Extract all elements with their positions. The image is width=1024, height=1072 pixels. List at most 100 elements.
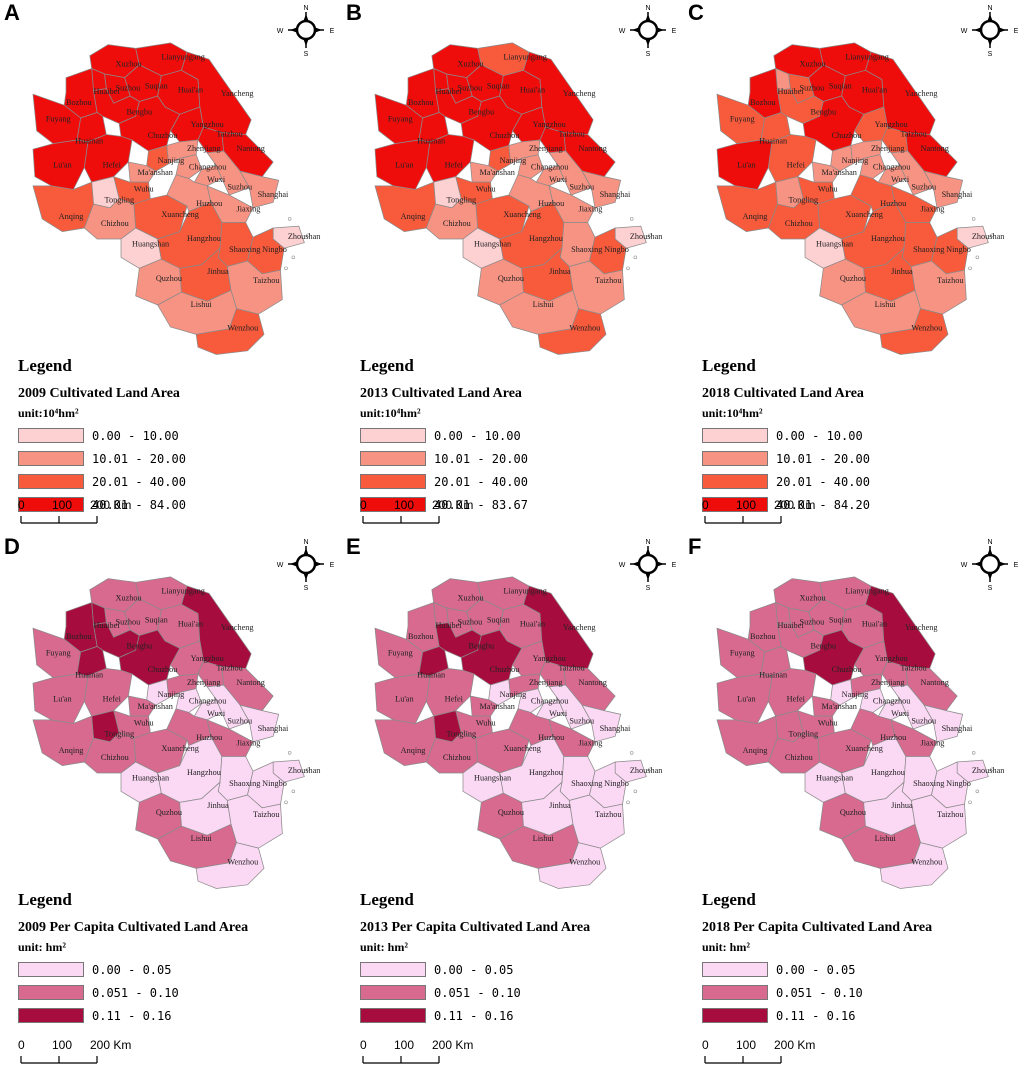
region-label: Shanghai bbox=[942, 190, 973, 199]
legend-range: 0.00 - 10.00 bbox=[776, 428, 863, 443]
legend-title: Legend bbox=[702, 890, 756, 909]
region-label: Zhoushan bbox=[972, 766, 1005, 775]
region-label: Wenzhou bbox=[569, 324, 600, 333]
region-label: Chizhou bbox=[101, 219, 129, 228]
region-label: Zhoushan bbox=[630, 766, 663, 775]
region-wenzhou bbox=[195, 308, 265, 355]
legend-entry: 10.01 - 20.00 bbox=[702, 450, 870, 467]
legend-range: 20.01 - 40.00 bbox=[434, 474, 528, 489]
map-panel-d: D Xuzhou Lianyungang Suzhou Huaibei Suqian Hua… bbox=[0, 534, 341, 1068]
island-outline bbox=[291, 789, 296, 794]
scale-bar-line bbox=[362, 516, 440, 524]
region-chizhou bbox=[767, 198, 821, 240]
island-outline bbox=[287, 751, 292, 755]
map-panel-f: F Xuzhou Lianyungang Suzhou Huaibei Suqian Hua… bbox=[684, 534, 1024, 1068]
legend-unit: unit: hm² bbox=[18, 940, 66, 954]
region-wuxi bbox=[877, 165, 907, 187]
region-label: Zhenjiang bbox=[187, 678, 220, 687]
island-outline bbox=[648, 767, 652, 772]
region-label: Suzhou bbox=[911, 717, 936, 726]
region-label: Anqing bbox=[59, 746, 84, 755]
region-suzhou-js bbox=[206, 150, 250, 196]
region-label: Chizhou bbox=[443, 753, 471, 762]
region-label: Chuzhou bbox=[490, 665, 520, 674]
region-label: Wuxi bbox=[549, 175, 568, 184]
legend-entry: 20.01 - 40.00 bbox=[360, 473, 528, 490]
region-label: Nanjing bbox=[158, 690, 185, 699]
scale-label: 100 bbox=[736, 498, 757, 512]
region-label: Huangshan bbox=[132, 239, 169, 248]
region-label: Ma'anshan bbox=[480, 168, 515, 177]
region-changzhou bbox=[517, 154, 545, 179]
region-label: Huaibei bbox=[94, 621, 121, 630]
map-legend: Legend 2009 Per Capita Cultivated Land Ar… bbox=[18, 890, 248, 1024]
region-suzhou-js bbox=[890, 150, 934, 196]
region-label: Ningbo bbox=[262, 245, 287, 254]
region-label: Shanghai bbox=[942, 724, 973, 733]
compass-w-label: W bbox=[619, 28, 626, 35]
region-label: Chuzhou bbox=[832, 131, 862, 140]
legend-subtitle: 2009 Cultivated Land Area bbox=[18, 386, 180, 401]
region-label: Tongling bbox=[447, 729, 477, 738]
compass-w-label: W bbox=[619, 562, 626, 569]
region-suzhou-js bbox=[206, 684, 250, 730]
legend-swatch bbox=[360, 962, 426, 977]
region-label: Wuxi bbox=[549, 709, 568, 718]
region-label: Fuyang bbox=[46, 649, 71, 658]
region-label: Lu'an bbox=[53, 161, 71, 170]
island-outline bbox=[284, 800, 288, 805]
region-changzhou bbox=[175, 688, 203, 713]
region-label: Huaibei bbox=[436, 87, 463, 96]
scale-label: 0 bbox=[360, 1038, 367, 1052]
compass-s-label: S bbox=[304, 585, 309, 592]
region-label: Xuzhou bbox=[458, 60, 484, 69]
region-label: Lianyungang bbox=[161, 52, 205, 61]
island-outline bbox=[629, 751, 634, 755]
region-label: Shanghai bbox=[258, 190, 289, 199]
region-suzhou-js bbox=[890, 684, 934, 730]
scale-label: 100 bbox=[394, 1038, 415, 1052]
island-outline bbox=[990, 767, 994, 772]
legend-unit: unit: hm² bbox=[702, 940, 750, 954]
compass-n-label: N bbox=[303, 5, 308, 12]
panel-label: B bbox=[346, 0, 362, 25]
region-label: Zhenjiang bbox=[871, 678, 904, 687]
region-label: Jiaxing bbox=[237, 739, 261, 748]
region-label: Lishui bbox=[191, 834, 213, 843]
region-label: Huai'an bbox=[520, 85, 545, 94]
region-label: Quzhou bbox=[840, 808, 866, 817]
region-label: Lu'an bbox=[737, 695, 755, 704]
legend-range: 0.051 - 0.10 bbox=[92, 985, 179, 1000]
legend-swatch bbox=[702, 962, 768, 977]
region-label: Xuancheng bbox=[503, 744, 541, 753]
legend-swatch bbox=[360, 985, 426, 1000]
region-shanghai bbox=[923, 170, 964, 209]
region-label: Xuancheng bbox=[845, 210, 883, 219]
scale-label: 0 bbox=[18, 498, 25, 512]
region-wenzhou bbox=[537, 842, 607, 889]
region-label: Huangshan bbox=[474, 773, 511, 782]
legend-swatch bbox=[18, 962, 84, 977]
region-label: Suzhou bbox=[569, 717, 594, 726]
scale-label: 200 Km bbox=[90, 1038, 132, 1052]
legend-swatch bbox=[18, 1008, 84, 1023]
region-label: Taizhou bbox=[900, 129, 926, 138]
region-label: Ma'anshan bbox=[480, 702, 515, 711]
region-anqing bbox=[716, 181, 778, 233]
region-label: Jinhua bbox=[549, 267, 571, 276]
region-label: Fuyang bbox=[730, 115, 755, 124]
region-label: Zhenjiang bbox=[871, 144, 904, 153]
legend-range: 0.00 - 10.00 bbox=[92, 428, 179, 443]
region-label: Bozhou bbox=[408, 98, 434, 107]
legend-range: 40.01 - 83.67 bbox=[434, 497, 528, 512]
region-label: Tongling bbox=[105, 729, 135, 738]
region-label: Chizhou bbox=[101, 753, 129, 762]
region-label: Huainan bbox=[417, 671, 445, 680]
legend-range: 0.00 - 0.05 bbox=[434, 962, 514, 977]
legend-range: 20.01 - 40.00 bbox=[92, 474, 186, 489]
region-label: Ma'anshan bbox=[138, 168, 173, 177]
region-label: Huainan bbox=[759, 671, 787, 680]
legend-entry: 40.01 - 83.67 bbox=[360, 496, 528, 513]
